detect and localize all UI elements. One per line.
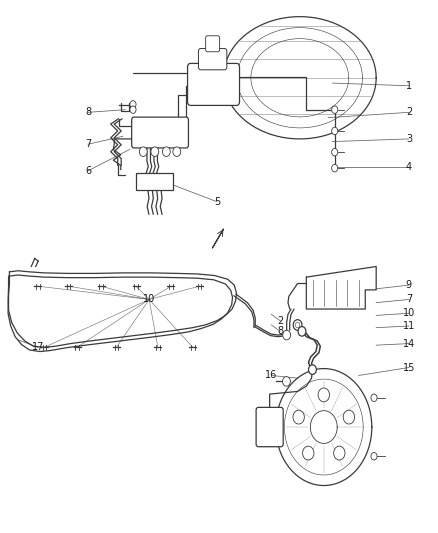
Circle shape bbox=[371, 453, 377, 460]
Text: 2: 2 bbox=[277, 316, 283, 326]
Circle shape bbox=[130, 106, 136, 114]
Text: 7: 7 bbox=[406, 294, 412, 304]
Circle shape bbox=[343, 410, 355, 424]
Text: 16: 16 bbox=[265, 370, 278, 381]
Text: 17: 17 bbox=[32, 342, 44, 352]
Text: 6: 6 bbox=[85, 166, 91, 176]
Circle shape bbox=[298, 327, 306, 336]
Ellipse shape bbox=[207, 42, 218, 50]
Circle shape bbox=[293, 410, 304, 424]
Circle shape bbox=[334, 446, 345, 460]
Circle shape bbox=[371, 394, 377, 401]
Text: 15: 15 bbox=[403, 362, 415, 373]
Text: 11: 11 bbox=[403, 321, 415, 331]
Text: 2: 2 bbox=[406, 107, 412, 117]
Text: 1: 1 bbox=[406, 81, 412, 91]
Circle shape bbox=[293, 320, 302, 330]
Text: 9: 9 bbox=[406, 280, 412, 290]
Circle shape bbox=[151, 147, 159, 157]
Circle shape bbox=[173, 147, 181, 157]
Text: 10: 10 bbox=[143, 294, 155, 304]
Circle shape bbox=[332, 149, 338, 156]
Text: 5: 5 bbox=[214, 197, 220, 207]
Circle shape bbox=[283, 377, 290, 386]
FancyBboxPatch shape bbox=[198, 49, 227, 70]
Circle shape bbox=[318, 388, 329, 402]
Text: 8: 8 bbox=[85, 107, 91, 117]
Circle shape bbox=[332, 165, 338, 172]
Text: 7: 7 bbox=[85, 139, 91, 149]
Circle shape bbox=[332, 106, 338, 114]
Circle shape bbox=[332, 127, 338, 135]
Circle shape bbox=[130, 101, 136, 108]
Circle shape bbox=[162, 147, 170, 157]
Circle shape bbox=[283, 330, 290, 340]
Circle shape bbox=[303, 446, 314, 460]
Circle shape bbox=[139, 147, 147, 157]
Text: 8: 8 bbox=[277, 326, 283, 336]
Text: 10: 10 bbox=[403, 308, 415, 318]
Text: 3: 3 bbox=[406, 134, 412, 144]
Circle shape bbox=[308, 365, 316, 374]
FancyBboxPatch shape bbox=[205, 36, 219, 52]
FancyBboxPatch shape bbox=[256, 407, 283, 447]
FancyBboxPatch shape bbox=[132, 117, 188, 148]
Text: 14: 14 bbox=[403, 338, 415, 349]
Bar bbox=[136, 173, 173, 190]
Circle shape bbox=[295, 322, 300, 328]
FancyBboxPatch shape bbox=[187, 63, 240, 106]
Text: 4: 4 bbox=[406, 161, 412, 172]
